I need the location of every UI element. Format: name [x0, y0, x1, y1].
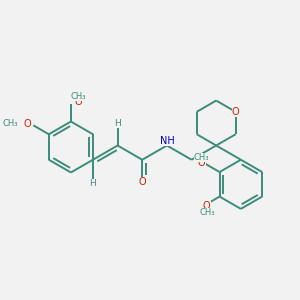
Text: O: O [198, 158, 206, 168]
Text: CH₃: CH₃ [70, 92, 86, 100]
Text: O: O [75, 97, 82, 107]
Text: CH₃: CH₃ [194, 153, 209, 162]
Text: CH₃: CH₃ [199, 208, 214, 217]
Text: O: O [232, 107, 239, 117]
Text: H: H [114, 118, 121, 127]
Text: NH: NH [160, 136, 175, 146]
Text: CH₃: CH₃ [3, 119, 18, 128]
Text: O: O [203, 201, 211, 211]
Text: H: H [90, 179, 96, 188]
Text: O: O [138, 177, 146, 187]
Text: O: O [23, 119, 31, 129]
